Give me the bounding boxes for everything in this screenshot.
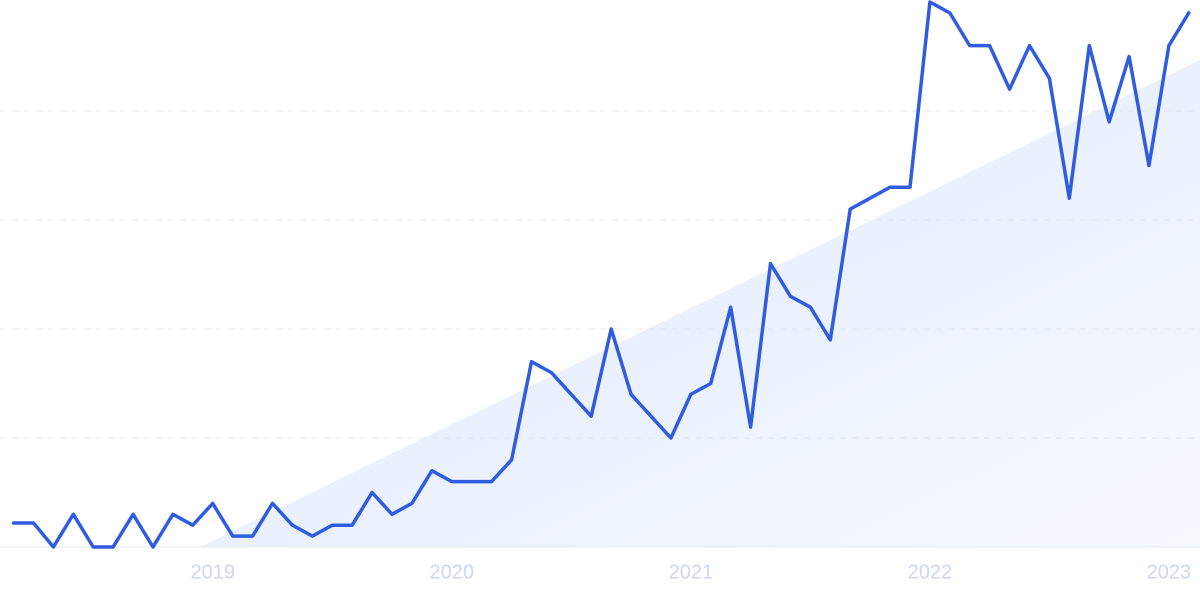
x-tick-label: 2020 [430,561,475,583]
x-tick-label: 2023 [1147,561,1192,583]
x-tick-label: 2022 [908,561,953,583]
x-tick-label: 2021 [669,561,714,583]
x-tick-label: 2019 [190,561,235,583]
trend-line [11,0,1191,549]
trend-area [200,60,1200,547]
